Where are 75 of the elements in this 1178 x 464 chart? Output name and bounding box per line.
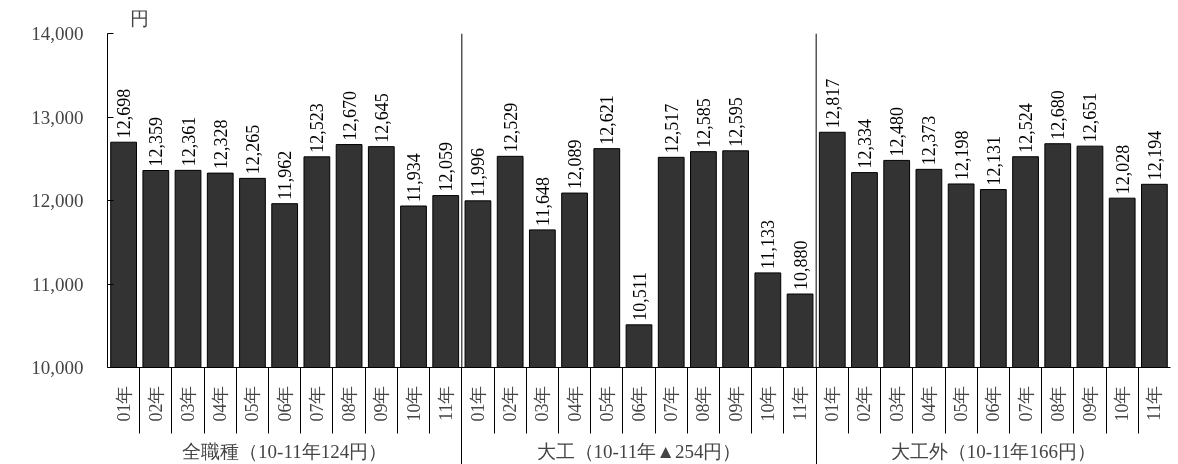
- x-tick-label: 11年: [1144, 385, 1165, 421]
- x-tick-label: 06年: [274, 385, 295, 422]
- x-tick-label: 10年: [757, 385, 778, 422]
- data-label: 12,517: [661, 103, 682, 154]
- x-tick-label: 02年: [854, 385, 875, 422]
- x-tick-label: 01年: [822, 385, 843, 422]
- data-label: 12,529: [500, 102, 521, 153]
- text: 全職種（10-11年124円）: [182, 440, 388, 462]
- data-label: 12,198: [951, 130, 972, 180]
- x-tick-label: 09年: [725, 385, 746, 422]
- data-label: 12,328: [210, 119, 231, 170]
- data-label: 12,524: [1016, 103, 1037, 153]
- data-label: 10,511: [629, 271, 650, 321]
- data-label: 12,131: [983, 136, 1004, 186]
- x-tick-label: 04年: [564, 385, 585, 422]
- x-tick-label: 02年: [145, 385, 166, 422]
- x-tick-label: 07年: [661, 385, 682, 422]
- y-tick-label: 11,000: [31, 273, 84, 295]
- data-label: 12,645: [371, 93, 392, 143]
- data-label: 12,089: [565, 139, 586, 190]
- data-label: 12,680: [1048, 90, 1069, 140]
- x-tick-label: 10年: [1112, 385, 1133, 422]
- x-tick-label: 08年: [693, 385, 714, 422]
- x-tick-label: 05年: [596, 385, 617, 422]
- data-label: 12,585: [693, 98, 714, 148]
- x-tick-label: 07年: [1015, 385, 1036, 422]
- y-tick-label: 10,000: [31, 357, 84, 378]
- x-tick-label: 09年: [371, 385, 392, 422]
- data-label: 12,621: [597, 95, 618, 145]
- x-tick-label: 09年: [1079, 385, 1100, 422]
- data-label: 12,359: [146, 117, 167, 167]
- data-label: 12,373: [919, 115, 940, 166]
- data-label: 12,595: [726, 97, 747, 147]
- data-label: 11,962: [275, 150, 296, 200]
- data-label: 12,059: [436, 142, 457, 192]
- x-tick-label: 07年: [306, 385, 327, 422]
- x-tick-label: 02年: [500, 385, 521, 422]
- x-tick-label: 05年: [951, 385, 972, 422]
- data-label: 11,133: [758, 220, 779, 269]
- data-label: 12,361: [178, 116, 199, 167]
- x-tick-label: 03年: [178, 385, 199, 422]
- data-label: 11,648: [532, 177, 553, 226]
- y-axis-title: 円: [129, 7, 149, 29]
- data-label: 12,334: [854, 119, 875, 169]
- data-label: 12,194: [1144, 130, 1165, 181]
- data-label: 10,880: [790, 240, 811, 291]
- x-tick-label: 06年: [983, 385, 1004, 422]
- data-label: 12,670: [339, 91, 360, 141]
- x-tick-label: 03年: [532, 385, 553, 422]
- data-label: 12,698: [114, 88, 135, 139]
- x-tick-label: 04年: [210, 385, 231, 422]
- x-tick-label: 01年: [113, 385, 134, 422]
- data-label: 12,523: [307, 103, 328, 153]
- data-label: 12,651: [1080, 92, 1101, 143]
- x-tick-label: 08年: [339, 385, 360, 422]
- y-tick-label: 13,000: [31, 106, 84, 128]
- text: 大工外（10-11年166円）: [890, 440, 1096, 462]
- x-tick-label: 08年: [1047, 385, 1068, 422]
- data-label: 12,480: [887, 106, 908, 157]
- x-tick-label: 06年: [629, 385, 649, 422]
- data-label: 11,996: [468, 147, 489, 197]
- data-label: 11,934: [404, 153, 425, 203]
- data-label: 12,817: [822, 78, 843, 129]
- data-label: 12,028: [1112, 144, 1133, 195]
- x-tick-label: 05年: [242, 385, 263, 422]
- data-label: 12,265: [242, 124, 263, 175]
- y-tick-label: 12,000: [31, 190, 84, 211]
- x-tick-label: 11年: [435, 385, 456, 421]
- x-tick-label: 03年: [886, 385, 907, 422]
- x-tick-label: 11年: [790, 385, 811, 421]
- x-tick-label: 01年: [467, 385, 488, 422]
- text: 大工（10-11年▲254円）: [536, 440, 742, 462]
- x-tick-label: 10年: [403, 385, 424, 422]
- y-tick-label: 14,000: [31, 23, 84, 44]
- x-tick-label: 04年: [918, 385, 939, 422]
